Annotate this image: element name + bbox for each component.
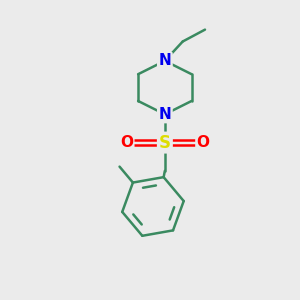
Text: S: S (159, 134, 171, 152)
Text: N: N (158, 53, 171, 68)
Text: O: O (196, 135, 209, 150)
Text: N: N (158, 107, 171, 122)
Text: O: O (120, 135, 133, 150)
